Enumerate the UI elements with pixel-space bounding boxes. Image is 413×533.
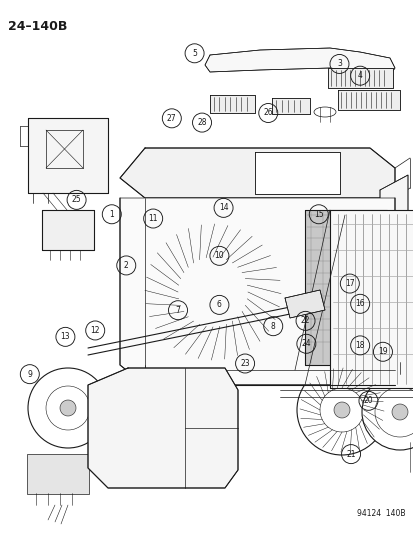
Circle shape — [28, 368, 108, 448]
Polygon shape — [42, 210, 94, 250]
Polygon shape — [254, 152, 339, 194]
Text: 25: 25 — [71, 196, 81, 204]
Text: 7: 7 — [175, 306, 180, 314]
Circle shape — [296, 365, 386, 455]
Text: 11: 11 — [148, 214, 157, 223]
Circle shape — [361, 374, 413, 450]
Text: 14: 14 — [218, 204, 228, 212]
Text: 2: 2 — [123, 261, 128, 270]
Text: 24–140B: 24–140B — [8, 20, 67, 33]
Polygon shape — [284, 290, 324, 318]
Text: 22: 22 — [300, 317, 309, 325]
Circle shape — [141, 220, 284, 364]
Text: 94124  140B: 94124 140B — [357, 509, 405, 518]
Text: 17: 17 — [344, 279, 354, 288]
Polygon shape — [379, 175, 407, 385]
Text: 3: 3 — [336, 60, 341, 68]
Text: 28: 28 — [197, 118, 206, 127]
Text: 9: 9 — [27, 370, 32, 378]
Text: 19: 19 — [377, 348, 387, 356]
Text: 4: 4 — [357, 71, 362, 80]
Polygon shape — [28, 118, 108, 193]
Text: 18: 18 — [355, 341, 364, 350]
Text: 10: 10 — [214, 252, 224, 260]
FancyBboxPatch shape — [27, 454, 89, 494]
Text: 6: 6 — [216, 301, 221, 309]
Text: 23: 23 — [240, 359, 249, 368]
Text: 27: 27 — [166, 114, 176, 123]
Text: 15: 15 — [313, 210, 323, 219]
Circle shape — [391, 404, 407, 420]
Text: 1: 1 — [109, 210, 114, 219]
Polygon shape — [337, 90, 399, 110]
Text: 26: 26 — [263, 109, 273, 117]
Polygon shape — [120, 198, 394, 385]
Text: 24: 24 — [301, 340, 311, 348]
Text: 5: 5 — [192, 49, 197, 58]
Circle shape — [202, 282, 223, 302]
Text: 13: 13 — [60, 333, 70, 341]
Text: 16: 16 — [354, 300, 364, 308]
Polygon shape — [204, 48, 394, 75]
Text: 12: 12 — [90, 326, 100, 335]
Polygon shape — [120, 148, 394, 198]
Text: 21: 21 — [346, 450, 355, 458]
Polygon shape — [271, 98, 309, 114]
Text: 8: 8 — [270, 322, 275, 330]
Polygon shape — [327, 68, 392, 88]
Text: 20: 20 — [363, 397, 373, 405]
Polygon shape — [209, 95, 254, 113]
Circle shape — [333, 402, 349, 418]
Polygon shape — [304, 210, 386, 365]
Polygon shape — [329, 210, 413, 388]
Circle shape — [60, 400, 76, 416]
Polygon shape — [88, 368, 237, 488]
Circle shape — [178, 257, 247, 327]
